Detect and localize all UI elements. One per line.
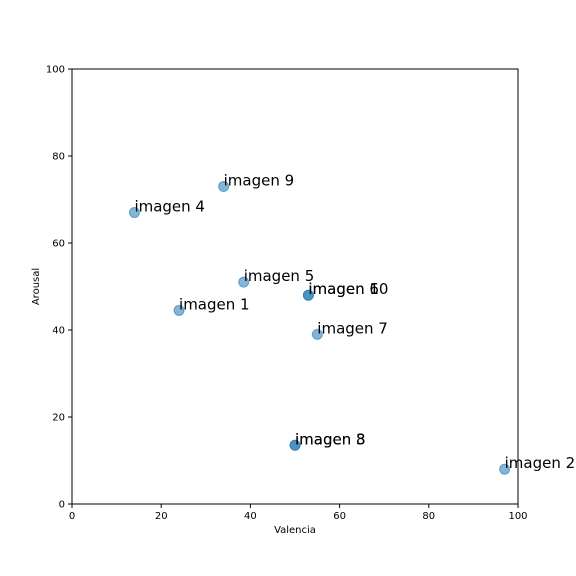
point-label: imagen 10 xyxy=(308,280,388,298)
y-tick-label: 40 xyxy=(52,326,65,337)
data-point xyxy=(289,439,301,451)
y-tick-label: 80 xyxy=(52,152,65,163)
y-axis-title: Arousal xyxy=(31,268,42,305)
x-tick-label: 20 xyxy=(155,511,168,522)
ticks-layer: 0 20 40 60 80 100 0 20 40 60 80 100 xyxy=(46,65,528,523)
y-tick-label: 60 xyxy=(52,239,65,250)
point-label: imagen 5 xyxy=(244,267,315,285)
x-tick-label: 0 xyxy=(69,511,75,522)
data-point xyxy=(218,180,230,192)
data-point xyxy=(238,276,250,288)
data-point xyxy=(499,463,511,475)
plot-frame xyxy=(71,68,519,505)
y-tick-label: 100 xyxy=(46,65,65,76)
x-tick-label: 100 xyxy=(508,511,527,522)
x-tick-label: 80 xyxy=(422,511,435,522)
points-layer xyxy=(128,180,511,475)
point-label: imagen 7 xyxy=(317,319,388,337)
point-label: imagen 8 xyxy=(295,430,366,448)
data-point xyxy=(128,207,140,219)
x-axis-title: Valencia xyxy=(274,525,316,536)
point-label: imagen 1 xyxy=(179,295,250,313)
data-point xyxy=(173,304,185,316)
y-tick-label: 0 xyxy=(59,500,65,511)
data-point xyxy=(302,289,314,301)
point-label: imagen 4 xyxy=(134,198,205,216)
point-label: imagen 6 xyxy=(308,280,379,298)
point-label: imagen 3 xyxy=(295,430,366,448)
data-point xyxy=(311,328,323,340)
point-label: imagen 9 xyxy=(224,171,295,189)
point-label: imagen 2 xyxy=(505,454,576,472)
x-tick-label: 60 xyxy=(333,511,346,522)
y-tick-label: 20 xyxy=(52,413,65,424)
labels-layer: imagen 1 imagen 2 imagen 3 imagen 4 imagen 5… xyxy=(134,171,575,472)
x-tick-label: 40 xyxy=(244,511,257,522)
